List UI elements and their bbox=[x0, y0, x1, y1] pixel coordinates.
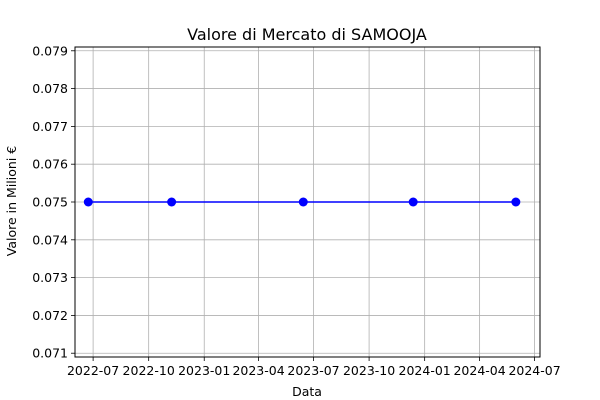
x-axis-label: Data bbox=[292, 384, 322, 399]
y-axis: 0.071 0.072 0.073 0.074 0.075 0.076 0.077 0.078… bbox=[32, 43, 75, 361]
y-tick-label: 0.074 bbox=[32, 232, 68, 247]
x-tick-label: 2022-07 bbox=[67, 363, 119, 378]
x-tick-label: 2024-04 bbox=[453, 363, 505, 378]
x-tick-label: 2024-01 bbox=[399, 363, 451, 378]
y-tick-label: 0.075 bbox=[32, 195, 68, 210]
x-tick-label: 2023-10 bbox=[343, 363, 395, 378]
y-tick-label: 0.071 bbox=[32, 346, 68, 361]
y-tick-label: 0.079 bbox=[32, 43, 68, 58]
data-point bbox=[167, 197, 177, 207]
y-tick-label: 0.073 bbox=[32, 270, 68, 285]
data-point bbox=[83, 197, 93, 207]
x-tick-label: 2024-07 bbox=[508, 363, 560, 378]
x-tick-label: 2023-07 bbox=[287, 363, 339, 378]
y-axis-label: Valore in Milioni € bbox=[4, 146, 19, 256]
data-point bbox=[511, 197, 521, 207]
series-layer bbox=[83, 197, 521, 207]
chart-title: Valore di Mercato di SAMOOJA bbox=[187, 25, 427, 44]
data-point bbox=[298, 197, 308, 207]
x-axis: 2022-07 2022-10 2023-01 2023-04 2023-07 2023-… bbox=[67, 357, 561, 378]
y-tick-label: 0.077 bbox=[32, 119, 68, 134]
data-point bbox=[408, 197, 418, 207]
x-tick-label: 2023-01 bbox=[178, 363, 230, 378]
x-tick-label: 2023-04 bbox=[232, 363, 284, 378]
y-tick-label: 0.072 bbox=[32, 308, 68, 323]
y-tick-label: 0.076 bbox=[32, 157, 68, 172]
x-tick-label: 2022-10 bbox=[123, 363, 175, 378]
y-tick-label: 0.078 bbox=[32, 81, 68, 96]
